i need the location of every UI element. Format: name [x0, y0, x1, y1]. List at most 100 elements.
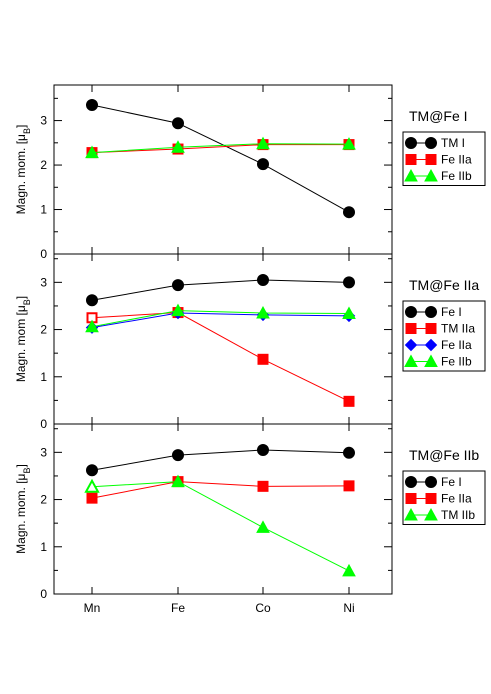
data-point [172, 449, 184, 462]
legend-box [402, 131, 486, 186]
data-point [343, 395, 355, 407]
x-tick-label: Fe [171, 601, 185, 615]
x-tick-label: Co [255, 601, 271, 615]
legend-marker [405, 476, 417, 488]
y-tick-label: 0 [40, 247, 47, 261]
y-tick-label: 0 [40, 417, 47, 431]
legend-label: Fe I [441, 305, 462, 319]
panel-3: 0 1 2 3 Magn. mom. [μB] TM@Fe IIb Fe I Fe IIa TM… [14, 423, 486, 601]
legend-marker [424, 507, 438, 521]
series-line-tm-iib [91, 481, 350, 572]
series-line-fe-i [91, 279, 350, 301]
y-axis-label-subscript: B [22, 128, 32, 134]
data-point [343, 446, 355, 459]
legend-label: Fe IIa [441, 492, 472, 506]
data-point [342, 306, 356, 319]
legend-marker [405, 493, 417, 504]
series-line-fe-iib [91, 143, 350, 154]
legend-marker [424, 168, 438, 182]
data-point [86, 464, 98, 477]
legend-box [402, 300, 486, 372]
data-point [171, 474, 185, 488]
y-tick-label: 3 [40, 275, 47, 289]
data-point [257, 480, 269, 492]
y-tick-label: 1 [40, 203, 47, 217]
y-tick-label: 2 [40, 323, 47, 337]
y-tick-label: 1 [40, 540, 47, 554]
data-point [256, 305, 270, 319]
x-tick-label: Mn [84, 601, 101, 615]
panel-title: TM@Fe I [409, 108, 468, 124]
legend-marker [404, 168, 418, 182]
y-axis-label-bracket: ] [14, 296, 28, 299]
data-point [343, 480, 355, 492]
y-tick-label: 0 [40, 587, 47, 601]
data-point [343, 276, 355, 289]
y-axis-label-subscript: B [22, 468, 32, 474]
series-line-fe-iib [91, 310, 350, 328]
y-axis-label-bracket: ] [14, 125, 28, 128]
data-point [85, 319, 99, 333]
data-point [257, 443, 269, 456]
plot-frame [53, 253, 393, 425]
data-point [342, 563, 356, 577]
legend-marker [405, 323, 417, 334]
panel-title: TM@Fe IIb [409, 447, 479, 463]
y-tick-label: 2 [40, 493, 47, 507]
legend-marker [405, 137, 417, 149]
x-tick-label: Ni [343, 601, 354, 615]
y-axis-label: Magn. mom. [μB] [14, 464, 32, 554]
legend-marker [404, 338, 418, 352]
series-line-fe-i [91, 449, 350, 471]
y-tick-label: 1 [40, 370, 47, 384]
series-line-fe-iia [91, 144, 349, 154]
panel-title: TM@Fe IIa [409, 277, 479, 293]
y-tick-label: 3 [40, 445, 47, 459]
data-point [343, 206, 355, 219]
data-point [172, 117, 184, 130]
data-point [86, 294, 98, 307]
legend-label: Fe IIb [441, 355, 472, 369]
y-axis-label: Magn. mom. [μB] [14, 125, 32, 215]
legend-marker [405, 154, 417, 165]
legend-marker [425, 154, 437, 165]
series-line-fe-iia [91, 312, 350, 329]
plot-frame [53, 84, 393, 255]
legend-label: TM IIb [441, 508, 475, 522]
data-point [171, 140, 185, 153]
data-point [256, 136, 270, 150]
legend-label: Fe IIa [441, 153, 472, 167]
legend-marker [405, 306, 417, 318]
data-point [172, 279, 184, 292]
legend-marker [424, 354, 438, 367]
legend-label: Fe IIb [441, 169, 472, 183]
legend-marker [404, 354, 418, 367]
legend-marker [425, 137, 437, 149]
legend-box [402, 470, 486, 525]
y-axis-label: Magn. mom [μB] [14, 296, 32, 382]
legend-marker [425, 476, 437, 488]
legend-label: Fe I [441, 475, 462, 489]
data-point [256, 520, 270, 533]
series-line-tm-iia [91, 312, 350, 402]
data-point [86, 99, 98, 112]
series-line-tm-i [91, 104, 350, 213]
legend-marker [404, 507, 418, 521]
legend-label: TM IIa [441, 322, 475, 336]
legend-label: TM I [441, 136, 465, 150]
data-point [342, 137, 356, 150]
data-point [257, 273, 269, 286]
y-tick-label: 3 [40, 114, 47, 128]
data-point [84, 478, 100, 493]
legend-marker [424, 338, 438, 352]
legend-marker [425, 306, 437, 318]
y-tick-label: 2 [40, 158, 47, 172]
data-point [85, 145, 99, 159]
data-point [257, 353, 269, 365]
legend-marker [425, 323, 437, 334]
panel-2: 0 1 2 3 Magn. mom [μB] TM@Fe IIa Fe I TM IIa Fe … [14, 253, 486, 431]
series-line-fe-iia [91, 481, 350, 499]
panel-1: 0 1 2 3 Magn. mom. [μB] TM@Fe I TM I Fe IIa Fe I… [14, 84, 486, 261]
legend-marker [425, 493, 437, 504]
